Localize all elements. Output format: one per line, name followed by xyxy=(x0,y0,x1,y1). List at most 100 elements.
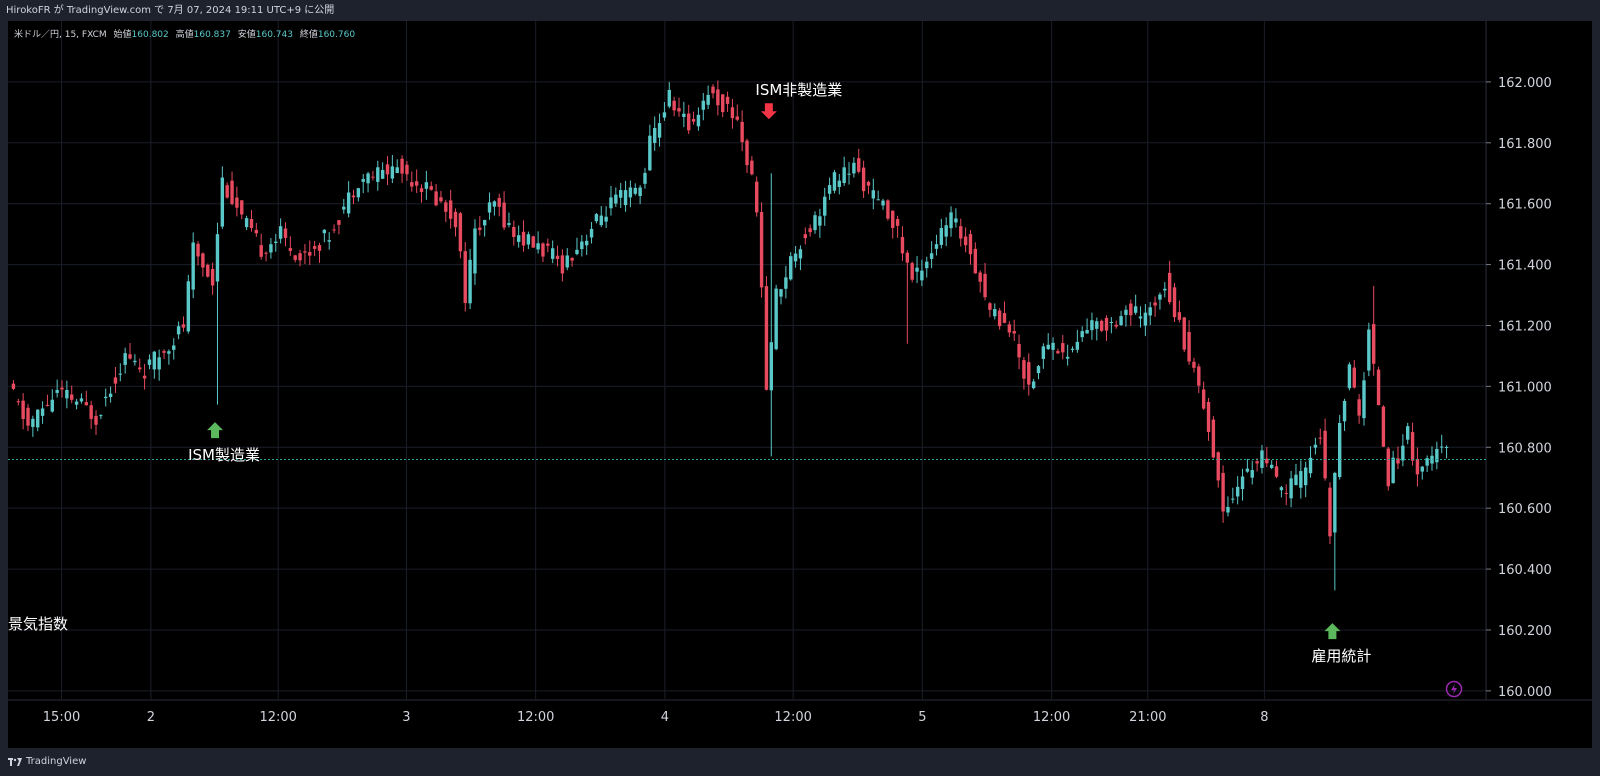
candle-body xyxy=(55,389,59,393)
candle-body xyxy=(623,190,628,206)
candle-body xyxy=(1007,324,1012,333)
candle-body xyxy=(380,170,385,179)
candle-body xyxy=(944,225,948,237)
candle-body xyxy=(220,177,225,227)
lightning-icon[interactable] xyxy=(1445,680,1463,698)
candle-body xyxy=(312,246,317,249)
candle-body xyxy=(1075,341,1080,350)
y-tick-label: 160.400 xyxy=(1498,563,1552,578)
candle-body xyxy=(978,272,982,282)
candle-body xyxy=(244,218,249,228)
candle-body xyxy=(371,176,375,178)
candle-body xyxy=(1323,430,1327,479)
candle-body xyxy=(1376,369,1381,406)
candle-body xyxy=(813,215,817,231)
candle-body xyxy=(133,360,137,363)
candle-body xyxy=(1051,342,1055,350)
candle-body xyxy=(429,186,433,190)
candle-body xyxy=(342,206,346,210)
candle-body xyxy=(210,268,215,286)
candle-body xyxy=(550,248,555,259)
candle-body xyxy=(410,182,414,187)
candle-body xyxy=(618,190,623,198)
candle-body xyxy=(1347,364,1352,389)
candle-body xyxy=(1381,406,1386,447)
candle-body xyxy=(385,164,390,175)
candle-body xyxy=(1255,461,1259,464)
candle-body xyxy=(1391,457,1395,484)
candle-body xyxy=(405,164,409,175)
candle-body xyxy=(1410,432,1415,461)
candle-body xyxy=(1119,316,1123,326)
candle-body xyxy=(997,310,1002,327)
candle-body xyxy=(108,393,113,398)
candle-body xyxy=(1133,306,1138,313)
x-tick-label: 15:00 xyxy=(43,710,80,725)
candle-body xyxy=(696,114,701,127)
candle-body xyxy=(376,167,380,182)
candle-body xyxy=(1197,366,1201,386)
candle-body xyxy=(337,220,341,225)
candle-body xyxy=(215,234,220,282)
candle-body xyxy=(516,235,521,242)
price-chart[interactable]: 162.000 161.800 161.600 161.400 161.200 161.0… xyxy=(8,21,1592,748)
candle-body xyxy=(565,255,569,268)
close-value: 160.760 xyxy=(317,30,356,40)
price-axis-background[interactable] xyxy=(1486,21,1592,748)
candle-body xyxy=(487,202,492,213)
candle-body xyxy=(920,270,924,281)
candle-body xyxy=(730,107,735,119)
x-tick-label: 2 xyxy=(147,710,155,725)
candle-body xyxy=(1284,492,1288,494)
candle-body xyxy=(910,263,914,280)
candle-body xyxy=(648,135,652,171)
candle-body xyxy=(1031,381,1036,389)
x-tick-label: 12:00 xyxy=(259,710,296,725)
candle-body xyxy=(1138,316,1143,319)
candle-body xyxy=(172,345,176,350)
candle-body xyxy=(1065,356,1070,359)
candle-body xyxy=(104,396,108,399)
candle-body xyxy=(1231,498,1235,500)
candle-body xyxy=(1124,309,1128,315)
candle-body xyxy=(1279,487,1284,491)
candle-body xyxy=(79,398,84,402)
chart-area[interactable]: 162.000 161.800 161.600 161.400 161.200 161.0… xyxy=(8,21,1592,748)
candle-body xyxy=(1333,472,1337,533)
candle-body xyxy=(847,173,851,175)
arrow-up-icon xyxy=(1324,623,1341,640)
candle-body xyxy=(706,94,710,105)
candle-body xyxy=(1012,331,1016,334)
candle-body xyxy=(240,200,244,215)
candle-body xyxy=(50,399,54,412)
candle-body xyxy=(138,367,142,370)
candle-body xyxy=(895,219,900,226)
candle-body xyxy=(40,408,45,416)
candle-body xyxy=(1070,348,1075,350)
candle-body xyxy=(458,213,463,252)
y-tick-label: 161.800 xyxy=(1498,137,1552,152)
candle-body xyxy=(827,185,832,194)
candle-body xyxy=(361,179,365,182)
candle-body xyxy=(604,216,608,222)
candle-body xyxy=(570,258,574,261)
candle-body xyxy=(1085,330,1089,334)
candle-body xyxy=(1211,419,1216,458)
lightning-bolt xyxy=(1451,684,1457,694)
candle-body xyxy=(16,401,20,403)
candle-body xyxy=(492,201,497,207)
candle-body xyxy=(366,173,370,184)
candle-body xyxy=(818,216,822,226)
candle-body xyxy=(750,160,754,175)
candle-body xyxy=(390,166,395,179)
tradingview-logo[interactable]: TradingView xyxy=(8,756,86,767)
candle-body xyxy=(764,286,769,390)
candle-body xyxy=(463,251,467,303)
candle-body xyxy=(1167,272,1172,303)
candle-body xyxy=(866,181,871,186)
candle-body xyxy=(230,180,234,204)
candle-body xyxy=(1396,458,1400,464)
candle-body xyxy=(1352,367,1356,388)
candle-body xyxy=(774,288,778,350)
candle-body xyxy=(113,377,118,384)
